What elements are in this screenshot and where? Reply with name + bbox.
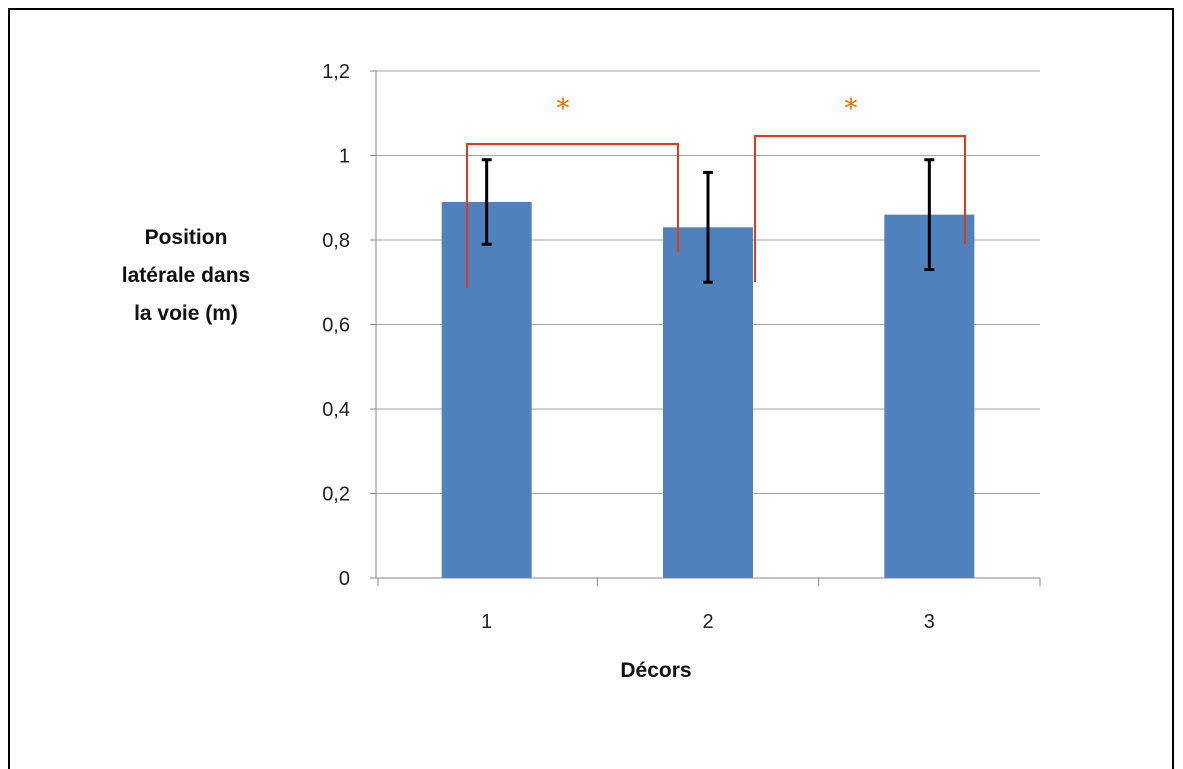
bars — [441, 201, 975, 578]
y-axis-title-line: latérale dans — [122, 264, 250, 287]
y-tick-label: 0,4 — [322, 399, 350, 421]
significance-bracket — [754, 135, 966, 282]
axes: 0 0,2 0,4 0,6 0,8 1 1,2 1 2 3 — [322, 61, 1041, 633]
y-tick-label: 1,2 — [322, 61, 350, 83]
significance-brackets: * * — [466, 94, 966, 288]
chart-frame — [8, 8, 1174, 769]
significance-star: * — [845, 94, 858, 124]
x-tick-label: 3 — [924, 611, 935, 633]
y-tick-label: 0,2 — [322, 484, 350, 506]
significance-star: * — [557, 94, 570, 124]
y-axis-title: Position latérale dans la voie (m) — [122, 226, 250, 325]
y-tick-label: 0 — [339, 568, 350, 590]
x-axis-title: Décors — [620, 659, 691, 682]
y-tick-label: 0,6 — [322, 315, 350, 337]
y-tick-label: 1 — [339, 146, 350, 168]
y-axis-title-line: la voie (m) — [134, 302, 238, 325]
y-tick-label: 0,8 — [322, 230, 350, 252]
x-tick-label: 2 — [702, 611, 713, 633]
error-bars — [481, 158, 935, 284]
bar — [663, 227, 753, 578]
significance-bracket — [466, 143, 679, 288]
y-axis-title-line: Position — [145, 226, 228, 249]
bar — [441, 201, 532, 578]
x-tick-label: 1 — [481, 611, 492, 633]
bar — [884, 214, 975, 578]
